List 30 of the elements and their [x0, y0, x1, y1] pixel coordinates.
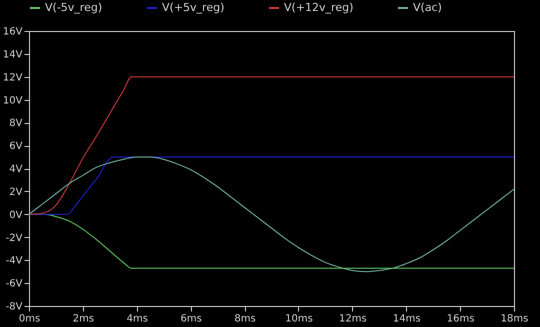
y-tick-label: -6V: [6, 278, 23, 290]
x-tick-label: 16ms: [446, 314, 474, 324]
x-tick-label: 6ms: [180, 314, 202, 324]
x-tick-label: 8ms: [234, 314, 256, 324]
x-tick-label: 10ms: [285, 314, 313, 324]
x-tick-label: 18ms: [500, 314, 528, 324]
x-tick-label: 14ms: [392, 314, 421, 324]
legend-label: V(-5v_reg): [45, 1, 102, 14]
y-tick-label: -4V: [6, 256, 23, 267]
y-tick-label: 2V: [9, 186, 23, 198]
y-tick-label: 12V: [2, 72, 23, 84]
y-tick-label: -8V: [6, 302, 23, 312]
legend-label: V(+12v_reg): [284, 1, 354, 14]
line-series: [28, 76, 514, 215]
x-tick-label: 4ms: [126, 314, 148, 324]
y-tick-label: -2V: [6, 232, 23, 244]
x-tick-label: 12ms: [338, 314, 367, 324]
y-tick-label: 8V: [9, 118, 23, 130]
x-tick-label: 0ms: [18, 314, 40, 324]
x-tick-label: 2ms: [72, 314, 94, 324]
y-tick-label: 6V: [9, 141, 23, 152]
y-tick-label: 0V: [9, 210, 23, 221]
line-series: [28, 156, 514, 215]
legend-label: V(ac): [413, 1, 442, 14]
y-tick-label: 14V: [2, 49, 23, 60]
y-tick-label: 10V: [2, 95, 23, 106]
y-tick-label: 16V: [2, 26, 23, 38]
legend-label: V(+5v_reg): [162, 1, 224, 14]
line-series: [28, 156, 514, 272]
y-tick-label: 4V: [9, 164, 23, 175]
